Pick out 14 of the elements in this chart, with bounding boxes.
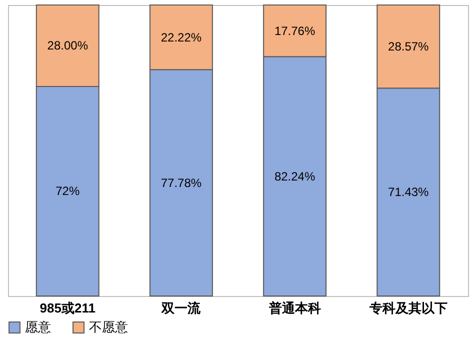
x-tick-label: 专科及其以下 xyxy=(368,300,448,316)
data-label: 17.76% xyxy=(274,24,316,38)
data-label: 22.22% xyxy=(160,30,202,44)
x-tick-label: 双一流 xyxy=(160,300,202,316)
data-label: 71.43% xyxy=(388,185,430,200)
data-label: 77.78% xyxy=(160,176,202,190)
legend-label: 愿意 xyxy=(25,320,51,335)
data-label: 28.57% xyxy=(388,40,430,54)
data-label: 72% xyxy=(56,184,80,198)
x-tick-label: 985或211 xyxy=(40,300,96,316)
legend-label: 不愿意 xyxy=(89,320,128,335)
data-label: 82.24% xyxy=(274,169,316,184)
x-tick-label: 普通本科 xyxy=(268,300,321,316)
data-label: 28.00% xyxy=(47,38,88,53)
